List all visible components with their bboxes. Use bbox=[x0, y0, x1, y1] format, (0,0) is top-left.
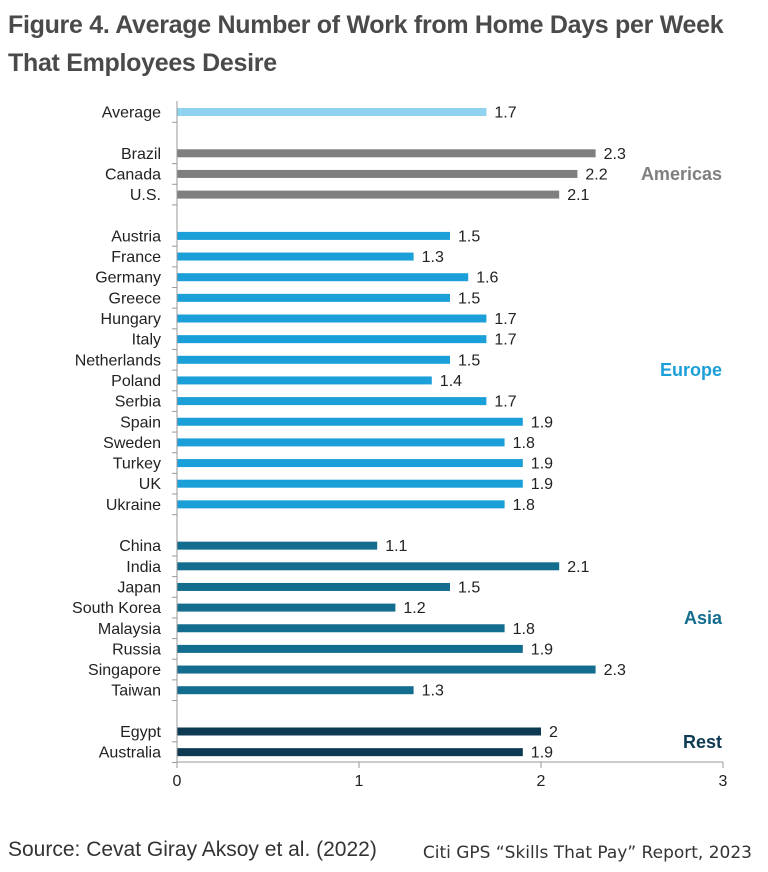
category-label-serbia: Serbia bbox=[115, 394, 161, 411]
value-label-australia: 1.9 bbox=[531, 745, 553, 762]
category-label-egypt: Egypt bbox=[120, 724, 161, 741]
value-label-south-korea: 1.2 bbox=[403, 600, 425, 617]
bar-brazil bbox=[177, 149, 596, 158]
bar-sweden bbox=[177, 438, 505, 447]
bar-netherlands bbox=[177, 355, 450, 364]
value-label-japan: 1.5 bbox=[458, 579, 480, 596]
value-label-india: 2.1 bbox=[567, 559, 589, 576]
x-tick-label-1: 1 bbox=[355, 773, 364, 790]
group-label-rest: Rest bbox=[683, 732, 722, 752]
value-label-spain: 1.9 bbox=[531, 414, 553, 431]
value-label-poland: 1.4 bbox=[440, 373, 462, 390]
bar-spain bbox=[177, 417, 523, 426]
category-label-russia: Russia bbox=[112, 641, 161, 658]
category-label-ukraine: Ukraine bbox=[106, 497, 161, 514]
category-label-netherlands: Netherlands bbox=[75, 352, 161, 369]
bar-australia bbox=[177, 748, 523, 757]
report-credit: Citi GPS “Skills That Pay” Report, 2023 bbox=[422, 843, 752, 863]
value-label-netherlands: 1.5 bbox=[458, 352, 480, 369]
chart-title: Figure 4. Average Number of Work from Ho… bbox=[8, 11, 724, 77]
bar-italy bbox=[177, 335, 487, 344]
bar-average bbox=[177, 108, 487, 116]
bar-china bbox=[177, 541, 378, 550]
x-tick-label-3: 3 bbox=[719, 773, 728, 790]
value-label-germany: 1.6 bbox=[476, 270, 498, 287]
bar-canada bbox=[177, 169, 578, 178]
bar-malaysia bbox=[177, 624, 505, 633]
x-tick-label-2: 2 bbox=[537, 773, 546, 790]
category-label-australia: Australia bbox=[99, 745, 161, 762]
bar-egypt bbox=[177, 727, 541, 736]
group-label-americas: Americas bbox=[641, 164, 722, 184]
value-label-singapore: 2.3 bbox=[604, 662, 626, 679]
bar-germany bbox=[177, 273, 469, 282]
category-label-average: Average bbox=[102, 105, 161, 122]
bar-poland bbox=[177, 376, 432, 385]
bar-u-s bbox=[177, 190, 560, 199]
value-label-china: 1.1 bbox=[385, 538, 407, 555]
category-label-germany: Germany bbox=[95, 270, 161, 287]
category-label-france: France bbox=[111, 249, 161, 266]
category-label-hungary: Hungary bbox=[101, 311, 161, 328]
category-label-india: India bbox=[126, 559, 161, 576]
category-label-uk: UK bbox=[139, 476, 162, 493]
group-label-europe: Europe bbox=[660, 360, 722, 380]
category-label-malaysia: Malaysia bbox=[98, 621, 161, 638]
category-label-italy: Italy bbox=[132, 332, 161, 349]
x-tick-label-0: 0 bbox=[173, 773, 182, 790]
value-label-italy: 1.7 bbox=[494, 332, 516, 349]
value-label-brazil: 2.3 bbox=[604, 146, 626, 163]
group-label-asia: Asia bbox=[684, 608, 723, 628]
category-label-japan: Japan bbox=[117, 579, 161, 596]
bar-greece bbox=[177, 293, 450, 302]
value-label-average: 1.7 bbox=[494, 105, 516, 122]
value-label-malaysia: 1.8 bbox=[513, 621, 535, 638]
category-label-canada: Canada bbox=[105, 166, 161, 183]
bar-uk bbox=[177, 479, 523, 488]
bar-ukraine bbox=[177, 500, 505, 509]
category-label-austria: Austria bbox=[111, 228, 161, 245]
bar-singapore bbox=[177, 665, 596, 674]
value-label-ukraine: 1.8 bbox=[513, 497, 535, 514]
category-label-sweden: Sweden bbox=[103, 435, 161, 452]
bar-india bbox=[177, 562, 560, 571]
bar-south-korea bbox=[177, 603, 396, 612]
bar-chart: Average 1.7 Brazil 2.3 Canada 2.2 U.S. 2.1 Ameri… bbox=[72, 101, 728, 790]
source-note: Source: Cevat Giray Aksoy et al. (2022) bbox=[8, 838, 377, 861]
category-label-turkey: Turkey bbox=[113, 456, 161, 473]
category-label-taiwan: Taiwan bbox=[111, 683, 161, 700]
value-label-france: 1.3 bbox=[422, 249, 444, 266]
value-label-taiwan: 1.3 bbox=[422, 683, 444, 700]
category-label-china: China bbox=[119, 538, 161, 555]
value-label-uk: 1.9 bbox=[531, 476, 553, 493]
category-label-brazil: Brazil bbox=[121, 146, 161, 163]
category-label-spain: Spain bbox=[120, 414, 161, 431]
bar-russia bbox=[177, 644, 523, 653]
value-label-serbia: 1.7 bbox=[494, 394, 516, 411]
value-label-austria: 1.5 bbox=[458, 228, 480, 245]
value-label-greece: 1.5 bbox=[458, 290, 480, 307]
bar-hungary bbox=[177, 314, 487, 323]
bar-austria bbox=[177, 231, 450, 240]
category-label-south-korea: South Korea bbox=[72, 600, 161, 617]
bar-taiwan bbox=[177, 686, 414, 695]
bar-serbia bbox=[177, 397, 487, 406]
category-label-singapore: Singapore bbox=[88, 662, 161, 679]
value-label-turkey: 1.9 bbox=[531, 456, 553, 473]
value-label-hungary: 1.7 bbox=[494, 311, 516, 328]
value-label-sweden: 1.8 bbox=[513, 435, 535, 452]
bar-turkey bbox=[177, 459, 523, 468]
category-label-greece: Greece bbox=[109, 290, 162, 307]
value-label-egypt: 2 bbox=[549, 724, 558, 741]
value-label-russia: 1.9 bbox=[531, 641, 553, 658]
value-label-canada: 2.2 bbox=[585, 166, 607, 183]
bar-japan bbox=[177, 582, 450, 591]
bar-france bbox=[177, 252, 414, 261]
value-label-u-s: 2.1 bbox=[567, 187, 589, 204]
category-label-poland: Poland bbox=[111, 373, 161, 390]
category-label-u-s: U.S. bbox=[130, 187, 161, 204]
